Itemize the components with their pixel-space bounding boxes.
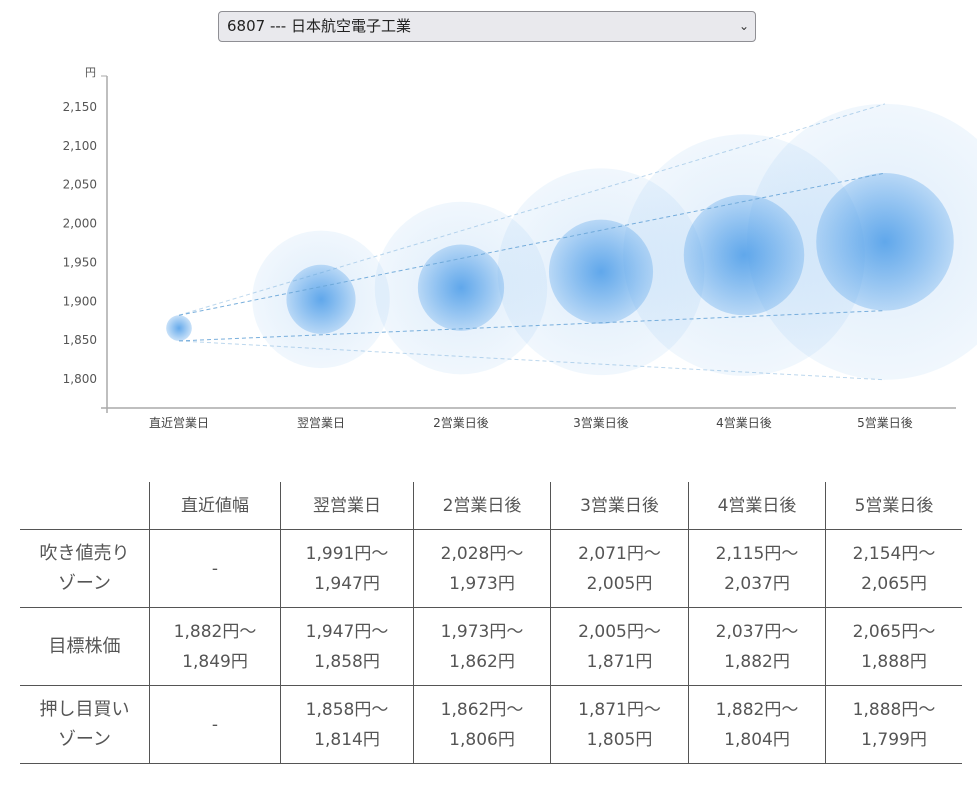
price-cell: 1,871円～ 1,805円 bbox=[550, 685, 689, 764]
target-bubble bbox=[816, 173, 954, 311]
buy-zone-lower-line bbox=[178, 340, 886, 381]
column-header: 4営業日後 bbox=[688, 482, 826, 530]
column-header: 直近値幅 bbox=[149, 482, 281, 530]
x-tick-label: 直近営業日 bbox=[149, 416, 209, 430]
table-row: 押し目買い ゾーン -1,858円～ 1,814円 1,862円～ 1,806円 1,871… bbox=[20, 685, 962, 764]
price-cell: - bbox=[149, 685, 281, 764]
price-cell: 1,882円～ 1,849円 bbox=[149, 607, 281, 686]
column-header: 翌営業日 bbox=[280, 482, 414, 530]
x-tick-label: 3営業日後 bbox=[573, 416, 629, 430]
price-cell: 1,858円～ 1,814円 bbox=[280, 685, 414, 764]
price-cell: 1,888円～ 1,799円 bbox=[825, 685, 962, 764]
y-tick-label: 1,950 bbox=[63, 255, 97, 269]
chevron-down-icon: ⌄ bbox=[738, 19, 749, 33]
target-upper-line bbox=[178, 172, 886, 316]
x-tick-label: 2営業日後 bbox=[433, 416, 489, 430]
y-tick-label: 1,900 bbox=[63, 294, 97, 308]
y-unit-label: 円 bbox=[85, 66, 96, 79]
y-tick-label: 2,050 bbox=[63, 178, 97, 192]
price-cell: 2,037円～ 1,882円 bbox=[688, 607, 826, 686]
x-tick-label: 翌営業日 bbox=[297, 416, 345, 430]
price-cell: 2,028円～ 1,973円 bbox=[413, 529, 551, 608]
column-header: 5営業日後 bbox=[825, 482, 962, 530]
target-bubble bbox=[166, 315, 192, 341]
y-tick-label: 1,850 bbox=[63, 333, 97, 347]
target-bubble bbox=[286, 264, 356, 334]
sell-zone-upper-line bbox=[178, 103, 886, 316]
price-cell: 2,115円～ 2,037円 bbox=[688, 529, 826, 608]
row-label: 押し目買い ゾーン bbox=[20, 685, 150, 764]
row-label: 目標株価 bbox=[20, 607, 150, 686]
price-cell: - bbox=[149, 529, 281, 608]
price-cell: 2,005円～ 1,871円 bbox=[550, 607, 689, 686]
target-lower-line bbox=[178, 310, 886, 342]
price-cell: 1,947円～ 1,858円 bbox=[280, 607, 414, 686]
price-cell: 2,065円～ 1,888円 bbox=[825, 607, 962, 686]
price-cell: 1,973円～ 1,862円 bbox=[413, 607, 551, 686]
forecast-table: 直近値幅 翌営業日 2営業日後 3営業日後 4営業日後 5営業日後 吹き値売り ゾーン -1,… bbox=[20, 482, 962, 764]
column-header: 3営業日後 bbox=[550, 482, 689, 530]
column-header bbox=[20, 482, 150, 530]
price-cell: 2,154円～ 2,065円 bbox=[825, 529, 962, 608]
price-cell: 2,071円～ 2,005円 bbox=[550, 529, 689, 608]
column-header: 2営業日後 bbox=[413, 482, 551, 530]
stock-select[interactable]: 6807 --- 日本航空電子工業 ⌄ bbox=[218, 11, 756, 42]
price-cell: 1,862円～ 1,806円 bbox=[413, 685, 551, 764]
table-row: 吹き値売り ゾーン -1,991円～ 1,947円 2,028円～ 1,973円 2,071… bbox=[20, 529, 962, 608]
y-tick-label: 2,100 bbox=[63, 139, 97, 153]
x-tick-label: 5営業日後 bbox=[857, 416, 913, 430]
stock-select-value: 6807 --- 日本航空電子工業 bbox=[227, 17, 411, 35]
y-tick-label: 2,000 bbox=[63, 217, 97, 231]
x-tick-label: 4営業日後 bbox=[716, 416, 772, 430]
price-cell: 1,991円～ 1,947円 bbox=[280, 529, 414, 608]
y-tick-label: 1,800 bbox=[63, 372, 97, 386]
price-forecast-chart: 円 1,800 1,850 1,900 1,950 2,000 2,050 2,100 2,15… bbox=[63, 66, 977, 430]
table-row: 目標株価 1,882円～ 1,849円 1,947円～ 1,858円 1,973円～ 1,8… bbox=[20, 607, 962, 686]
y-tick-label: 2,150 bbox=[63, 100, 97, 114]
target-bubble bbox=[417, 244, 505, 331]
row-label: 吹き値売り ゾーン bbox=[20, 529, 150, 608]
price-cell: 1,882円～ 1,804円 bbox=[688, 685, 826, 764]
